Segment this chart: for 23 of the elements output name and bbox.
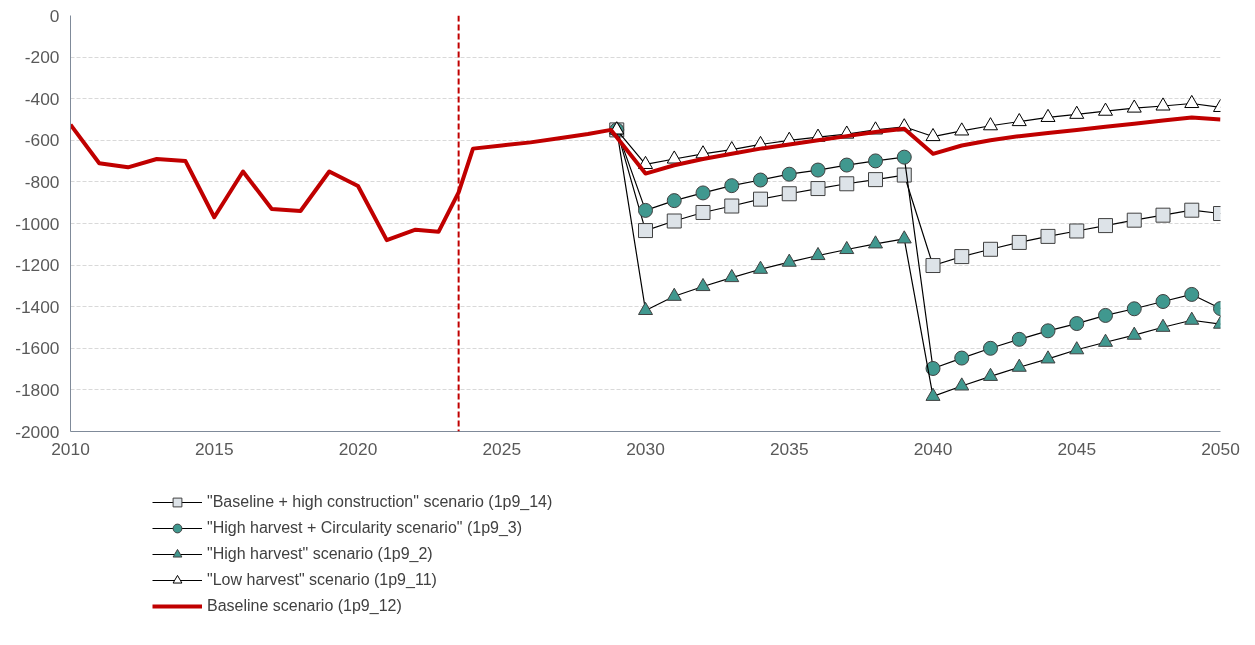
y-tick-label: -400 bbox=[24, 88, 60, 109]
x-tick-label: 2040 bbox=[913, 438, 953, 459]
x-tick-label: 2035 bbox=[769, 438, 809, 459]
y-tick-label: -200 bbox=[24, 47, 60, 68]
y-tick-label: -600 bbox=[24, 130, 60, 151]
y-tick-label: -1600 bbox=[15, 338, 60, 359]
legend-label: "Baseline + high construction" scenario (1p9_14) bbox=[207, 492, 553, 512]
y-tick-label: -1400 bbox=[15, 296, 60, 317]
y-tick-label: 0 bbox=[49, 5, 60, 26]
y-tick-label: -1000 bbox=[15, 213, 60, 234]
y-tick-label: -1800 bbox=[15, 379, 60, 400]
x-tick-label: 2030 bbox=[626, 438, 665, 459]
legend-label: "Low harvest" scenario (1p9_11) bbox=[207, 570, 437, 590]
legend-label: "High harvest + Circularity scenario" (1p9_3) bbox=[207, 518, 523, 538]
y-tick-label: -800 bbox=[24, 171, 60, 192]
y-tick-label: -1200 bbox=[15, 255, 60, 276]
x-tick-label: 2015 bbox=[194, 438, 234, 459]
legend-label: "High harvest" scenario (1p9_2) bbox=[207, 544, 433, 564]
x-tick-label: 2045 bbox=[1057, 438, 1097, 459]
x-tick-label: 2050 bbox=[1201, 438, 1240, 459]
x-tick-label: 2025 bbox=[482, 438, 522, 459]
x-tick-label: 2020 bbox=[338, 438, 378, 459]
legend-label: Baseline scenario (1p9_12) bbox=[207, 596, 402, 616]
